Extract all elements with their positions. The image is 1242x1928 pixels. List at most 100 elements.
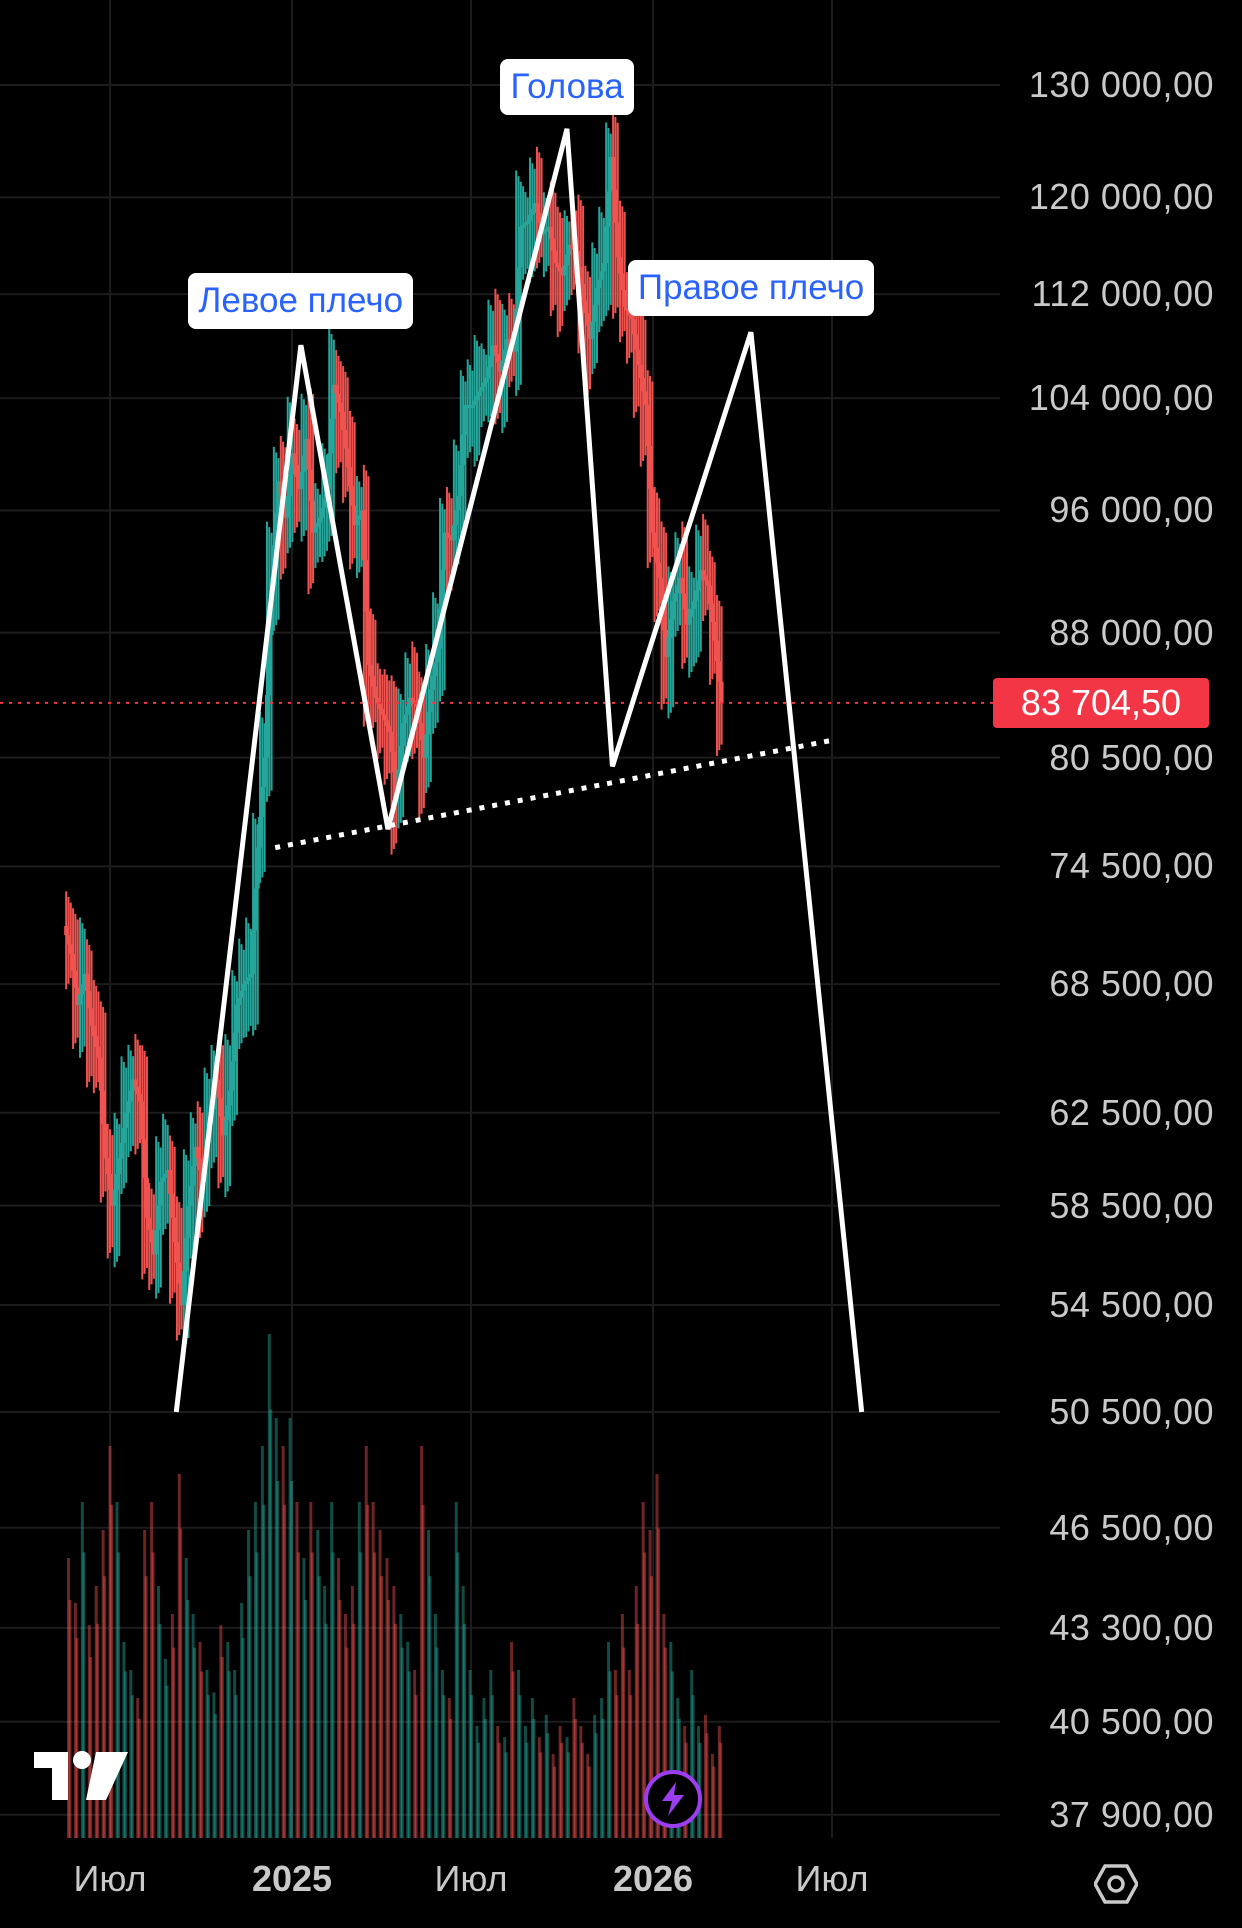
x-tick-label: Июл xyxy=(434,1858,508,1899)
candle-body xyxy=(428,689,433,712)
volume-bar xyxy=(247,1530,251,1838)
candle-body xyxy=(71,953,76,971)
candle-body xyxy=(624,306,629,311)
candle-body xyxy=(560,271,565,276)
volume-bar xyxy=(248,1576,252,1838)
volume-bar xyxy=(703,1714,707,1838)
volume-bar xyxy=(517,1670,521,1838)
volume-bar xyxy=(662,1614,666,1838)
volume-bar xyxy=(262,1504,266,1838)
volume-bar xyxy=(544,1714,548,1838)
volume-bar xyxy=(253,1502,257,1838)
volume-bar xyxy=(220,1657,224,1838)
volume-bar xyxy=(303,1600,307,1838)
volume-bar xyxy=(378,1530,382,1838)
candle-body xyxy=(98,1057,103,1091)
volume-bar xyxy=(656,1528,660,1838)
candle-body xyxy=(666,637,671,657)
volume-bar xyxy=(719,1742,723,1838)
candle-body xyxy=(689,608,694,617)
candle-body xyxy=(341,411,346,431)
candle-body xyxy=(703,575,708,581)
candle-body xyxy=(484,378,489,383)
candle-body xyxy=(322,498,327,509)
candle-body xyxy=(585,313,590,326)
candle-body xyxy=(698,570,703,581)
volume-bar xyxy=(607,1642,611,1838)
candle-body xyxy=(456,495,461,511)
candle-body xyxy=(80,984,85,995)
candle-body xyxy=(712,622,717,641)
volume-bar xyxy=(345,1647,349,1838)
volume-bar xyxy=(143,1530,147,1838)
volume-bar xyxy=(213,1714,217,1838)
candle-body xyxy=(684,608,689,625)
settings-hexagon-icon[interactable] xyxy=(1092,1862,1140,1906)
volume-bar xyxy=(427,1530,431,1838)
volume-bar xyxy=(470,1695,474,1838)
candle-body xyxy=(611,156,616,190)
volume-bar xyxy=(442,1695,446,1838)
candle-body xyxy=(177,1262,182,1284)
volume-bar xyxy=(366,1504,370,1838)
candle-body xyxy=(135,1086,140,1095)
candle-body xyxy=(555,263,560,268)
y-tick-label: 68 500,00 xyxy=(1049,963,1214,1005)
candle-body xyxy=(641,378,646,392)
candle-body xyxy=(232,1032,237,1062)
current-price-label: 83 704,50 xyxy=(993,677,1209,728)
volume-bar xyxy=(200,1671,204,1838)
candle-body xyxy=(338,402,343,412)
volume-bar xyxy=(558,1726,562,1838)
candle-body xyxy=(306,439,311,470)
volume-bar xyxy=(317,1576,321,1838)
volume-bar xyxy=(629,1695,633,1838)
candle-body xyxy=(352,505,357,526)
volume-bar xyxy=(566,1752,570,1838)
candle-body xyxy=(350,486,355,506)
volume-bar xyxy=(613,1670,617,1838)
volume-bar xyxy=(447,1698,451,1838)
candle-body xyxy=(470,404,475,408)
x-tick-label: 2026 xyxy=(612,1858,694,1899)
volume-bar xyxy=(115,1502,119,1838)
candle-body xyxy=(237,997,242,1005)
candle-body xyxy=(251,930,256,974)
candle-body xyxy=(541,230,546,234)
y-tick-label: 104 000,00 xyxy=(1028,377,1214,419)
volume-bar xyxy=(184,1558,188,1838)
candle-body xyxy=(433,662,438,676)
candle-body xyxy=(354,520,359,526)
candle-body xyxy=(615,222,620,258)
candle-body xyxy=(371,675,376,687)
candle-body xyxy=(158,1181,163,1206)
volume-bar xyxy=(288,1418,292,1838)
candle-body xyxy=(156,1205,161,1230)
candle-body xyxy=(495,353,500,363)
y-tick-label: 40 500,00 xyxy=(1049,1700,1214,1742)
lightning-icon[interactable] xyxy=(644,1770,702,1828)
candle-body xyxy=(184,1237,189,1272)
candle-body xyxy=(523,222,528,226)
candle-body xyxy=(701,570,706,576)
volume-bar xyxy=(468,1670,472,1838)
volume-bar xyxy=(586,1754,590,1838)
candle-body xyxy=(384,720,389,727)
candle-body xyxy=(292,453,297,465)
candle-body xyxy=(659,577,664,604)
y-tick-label: 50 500,00 xyxy=(1049,1391,1214,1432)
candle-body xyxy=(193,1146,198,1167)
candle-body xyxy=(710,603,715,623)
volume-bar xyxy=(241,1638,245,1838)
candle-body xyxy=(504,338,509,350)
candle-body xyxy=(188,1185,193,1206)
candle-body xyxy=(654,547,659,563)
volume-bar xyxy=(359,1552,363,1838)
candle-body xyxy=(694,590,699,602)
candle-body xyxy=(435,648,440,663)
candle-body xyxy=(518,226,523,268)
y-tick-label: 46 500,00 xyxy=(1049,1506,1214,1548)
volume-bar xyxy=(226,1642,230,1838)
